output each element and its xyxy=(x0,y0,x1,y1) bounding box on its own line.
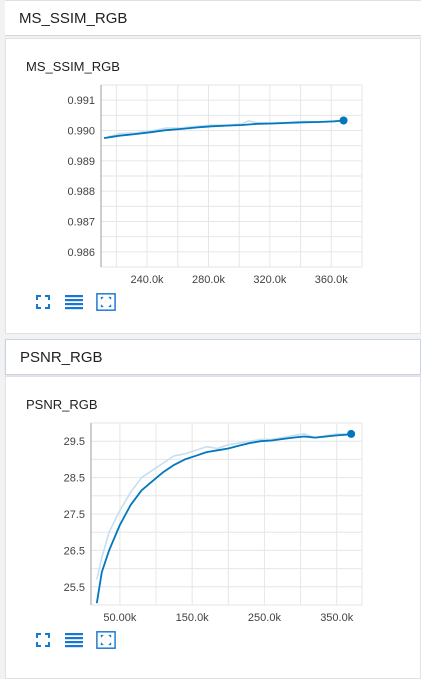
x-tick-label: 320.0k xyxy=(253,274,287,286)
y-tick-label: 0.987 xyxy=(67,217,95,229)
chart-title: MS_SSIM_RGB xyxy=(26,59,120,74)
expand-icon[interactable] xyxy=(33,292,53,312)
section-header-psnr[interactable]: PSNR_RGB xyxy=(5,339,421,375)
chart-card-ms-ssim: MS_SSIM_RGB 0.986 0.987 0.988 0.989 0.990 0.9… xyxy=(5,38,421,334)
last-point-marker xyxy=(347,429,356,438)
smoothed-series-line xyxy=(95,433,352,604)
fit-domain-icon[interactable] xyxy=(96,630,116,650)
x-tick-label: 360.0k xyxy=(315,274,349,286)
y-tick-label: 0.991 xyxy=(67,95,95,107)
chart-card-psnr: PSNR_RGB 25.5 26.5 27.5 28.5 29.5 50.00k 150.0… xyxy=(5,376,421,679)
y-tick-label: 0.990 xyxy=(67,126,95,138)
x-tick-label: 250.0k xyxy=(248,612,282,624)
x-tick-label: 150.0k xyxy=(176,612,210,624)
line-chart-ms-ssim[interactable]: 0.986 0.987 0.988 0.989 0.990 0.991 240.0k 280.… xyxy=(6,39,421,289)
chart-toolbar xyxy=(36,630,136,650)
line-chart-psnr[interactable]: 25.5 26.5 27.5 28.5 29.5 50.00k 150.0k 250.0k 35… xyxy=(6,377,421,627)
y-tick-label: 28.5 xyxy=(64,473,85,485)
y-tick-label: 27.5 xyxy=(64,509,85,521)
section-title: MS_SSIM_RGB xyxy=(19,10,128,27)
data-table-icon[interactable] xyxy=(64,292,84,312)
section-title: PSNR_RGB xyxy=(20,349,103,366)
y-tick-label: 25.5 xyxy=(64,582,85,594)
smoothed-series-line xyxy=(103,119,344,139)
expand-icon[interactable] xyxy=(33,630,53,650)
raw-series-line xyxy=(103,119,344,139)
x-tick-label: 50.00k xyxy=(103,612,137,624)
raw-series-line xyxy=(96,432,352,580)
y-tick-label: 0.989 xyxy=(67,156,95,168)
x-tick-label: 280.0k xyxy=(192,274,226,286)
section-header-ms-ssim[interactable]: MS_SSIM_RGB xyxy=(5,0,421,36)
y-tick-label: 29.5 xyxy=(64,436,85,448)
x-tick-label: 350.0k xyxy=(320,612,354,624)
y-tick-label: 0.986 xyxy=(67,247,95,259)
chart-toolbar xyxy=(36,292,136,312)
data-table-icon[interactable] xyxy=(64,630,84,650)
y-tick-label: 26.5 xyxy=(64,545,85,557)
y-tick-label: 0.988 xyxy=(67,186,95,198)
chart-title: PSNR_RGB xyxy=(26,397,98,412)
x-tick-label: 240.0k xyxy=(131,274,165,286)
last-point-marker xyxy=(339,116,348,125)
fit-domain-icon[interactable] xyxy=(96,292,116,312)
